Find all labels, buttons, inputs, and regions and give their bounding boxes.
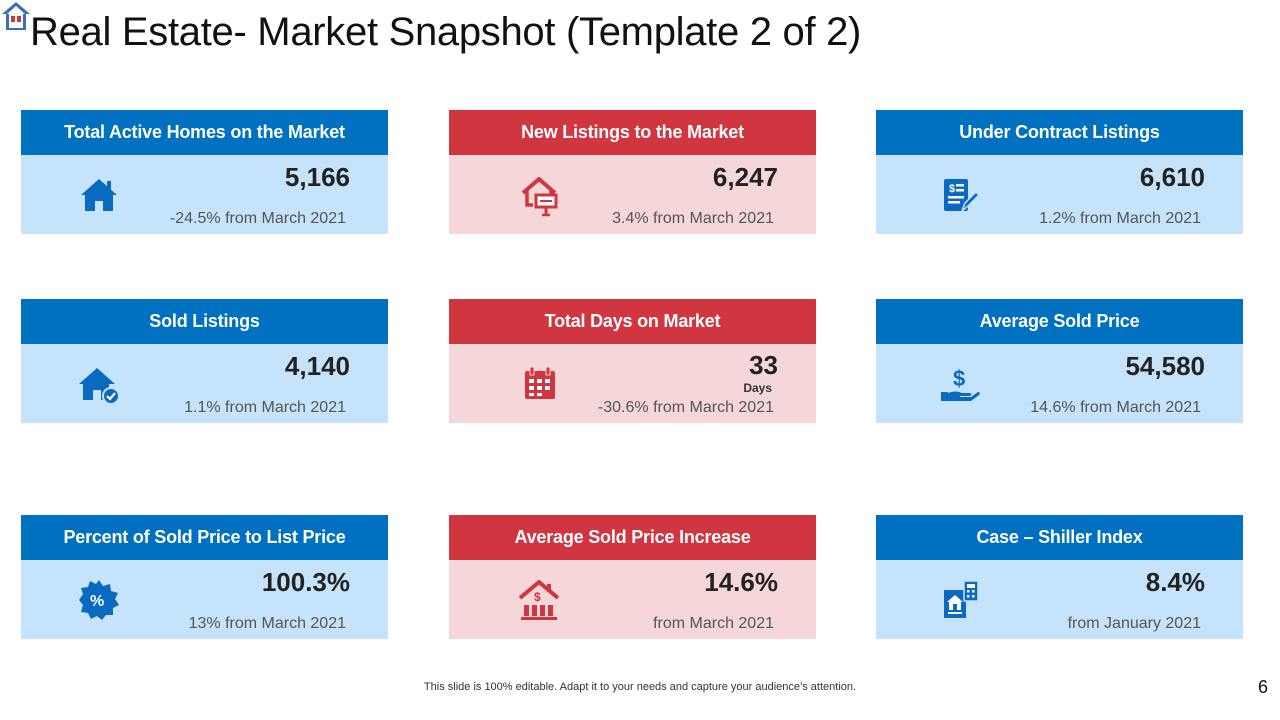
svg-text:$: $ bbox=[949, 183, 955, 195]
calculator-document-icon bbox=[938, 578, 982, 622]
svg-text:$: $ bbox=[534, 590, 541, 604]
logo-icon bbox=[0, 0, 32, 32]
card-value: 5,166 bbox=[284, 162, 350, 192]
card-change: 1.2% from March 2021 bbox=[1039, 210, 1201, 227]
card-title: Average Sold Price Increase bbox=[449, 515, 816, 560]
card-average-sold-price-increase: Average Sold Price Increase $ 14.6% from… bbox=[449, 515, 816, 639]
card-change: from March 2021 bbox=[653, 615, 774, 632]
card-total-active-homes: Total Active Homes on the Market 5,166 -… bbox=[21, 110, 388, 234]
card-change: -24.5% from March 2021 bbox=[169, 210, 346, 227]
card-title: Percent of Sold Price to List Price bbox=[21, 515, 388, 560]
card-value: 6,247 bbox=[712, 162, 778, 192]
card-change: from January 2021 bbox=[1067, 615, 1201, 632]
card-title: Under Contract Listings bbox=[876, 110, 1243, 155]
card-change: 13% from March 2021 bbox=[188, 615, 346, 632]
card-title: Total Days on Market bbox=[449, 299, 816, 344]
card-title: Case – Shiller Index bbox=[876, 515, 1243, 560]
contract-sign-icon: $ bbox=[938, 173, 982, 217]
card-average-sold-price: Average Sold Price $ 54,580 14.6% from M… bbox=[876, 299, 1243, 423]
house-for-sale-icon bbox=[519, 173, 563, 217]
card-title: Sold Listings bbox=[21, 299, 388, 344]
card-value: 100.3% bbox=[261, 567, 350, 597]
calendar-icon bbox=[519, 362, 563, 406]
svg-text:$: $ bbox=[953, 366, 965, 391]
house-icon bbox=[77, 173, 121, 217]
card-case-shiller-index: Case – Shiller Index 8.4% from January 2… bbox=[876, 515, 1243, 639]
card-value: 33 bbox=[749, 350, 778, 380]
house-dollar-icon: $ bbox=[517, 578, 561, 622]
card-change: 1.1% from March 2021 bbox=[184, 399, 346, 416]
page-number: 6 bbox=[1257, 677, 1268, 697]
card-unit: Days bbox=[743, 381, 772, 395]
card-change: 14.6% from March 2021 bbox=[1030, 399, 1201, 416]
page-title: Real Estate- Market Snapshot (Template 2… bbox=[30, 10, 862, 54]
house-check-icon bbox=[77, 362, 121, 406]
card-percent-sold-to-list: Percent of Sold Price to List Price % 10… bbox=[21, 515, 388, 639]
card-total-days-on-market: Total Days on Market 33 Days -30.6% from… bbox=[449, 299, 816, 423]
footer-note: This slide is 100% editable. Adapt it to… bbox=[423, 681, 857, 693]
card-change: -30.6% from March 2021 bbox=[597, 399, 774, 416]
card-value: 6,610 bbox=[1139, 162, 1205, 192]
card-title: Average Sold Price bbox=[876, 299, 1243, 344]
card-value: 4,140 bbox=[284, 351, 350, 381]
card-value: 54,580 bbox=[1125, 351, 1205, 381]
card-change: 3.4% from March 2021 bbox=[612, 210, 774, 227]
card-title: New Listings to the Market bbox=[449, 110, 816, 155]
svg-text:%: % bbox=[90, 593, 104, 610]
card-new-listings: New Listings to the Market 6,247 3.4% fr… bbox=[449, 110, 816, 234]
card-sold-listings: Sold Listings 4,140 1.1% from March 2021 bbox=[21, 299, 388, 423]
card-value: 8.4% bbox=[1145, 567, 1205, 597]
card-value: 14.6% bbox=[704, 567, 778, 597]
dollar-hand-icon: $ bbox=[938, 362, 982, 406]
percent-badge-icon: % bbox=[77, 578, 121, 622]
card-title: Total Active Homes on the Market bbox=[21, 110, 388, 155]
card-under-contract: Under Contract Listings $ 6,610 1.2% fro… bbox=[876, 110, 1243, 234]
